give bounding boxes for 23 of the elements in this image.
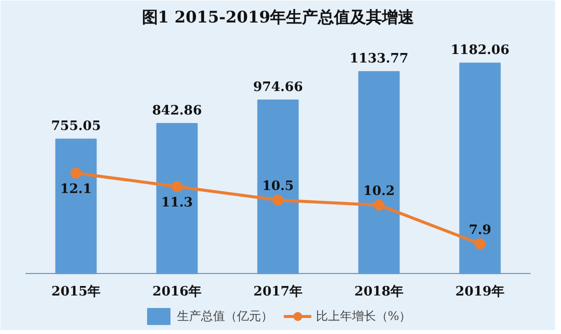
- x-tick-label: 2018年: [354, 284, 404, 300]
- point: [70, 168, 82, 179]
- point: [374, 200, 384, 211]
- data-label: 10.5: [262, 179, 294, 194]
- x-tick-label: 2017年: [253, 284, 303, 300]
- point: [474, 238, 486, 250]
- legend-label: 生产总值（亿元）: [176, 308, 273, 324]
- data-label: 974.66: [253, 80, 303, 96]
- point: [272, 194, 284, 206]
- data-label: 7.9: [468, 222, 492, 238]
- data-label: 1182.06: [450, 43, 510, 58]
- x-tick-label: 2016年: [152, 284, 202, 300]
- data-label: 755.05: [51, 119, 101, 134]
- chart-title: 图1 2015-2019年生产总值及其增速: [142, 8, 416, 26]
- data-label: 10.2: [363, 184, 395, 200]
- data-label: 12.1: [60, 182, 92, 198]
- data-label: 1133.77: [350, 52, 408, 67]
- x-tick-label: 2019年: [455, 284, 505, 300]
- legend-label: 比上年增长（%）: [316, 308, 412, 324]
- data-label: 842.86: [152, 104, 202, 119]
- data-label: 11.3: [161, 196, 193, 211]
- x-tick-label: 2015年: [51, 284, 101, 300]
- point: [172, 181, 182, 192]
